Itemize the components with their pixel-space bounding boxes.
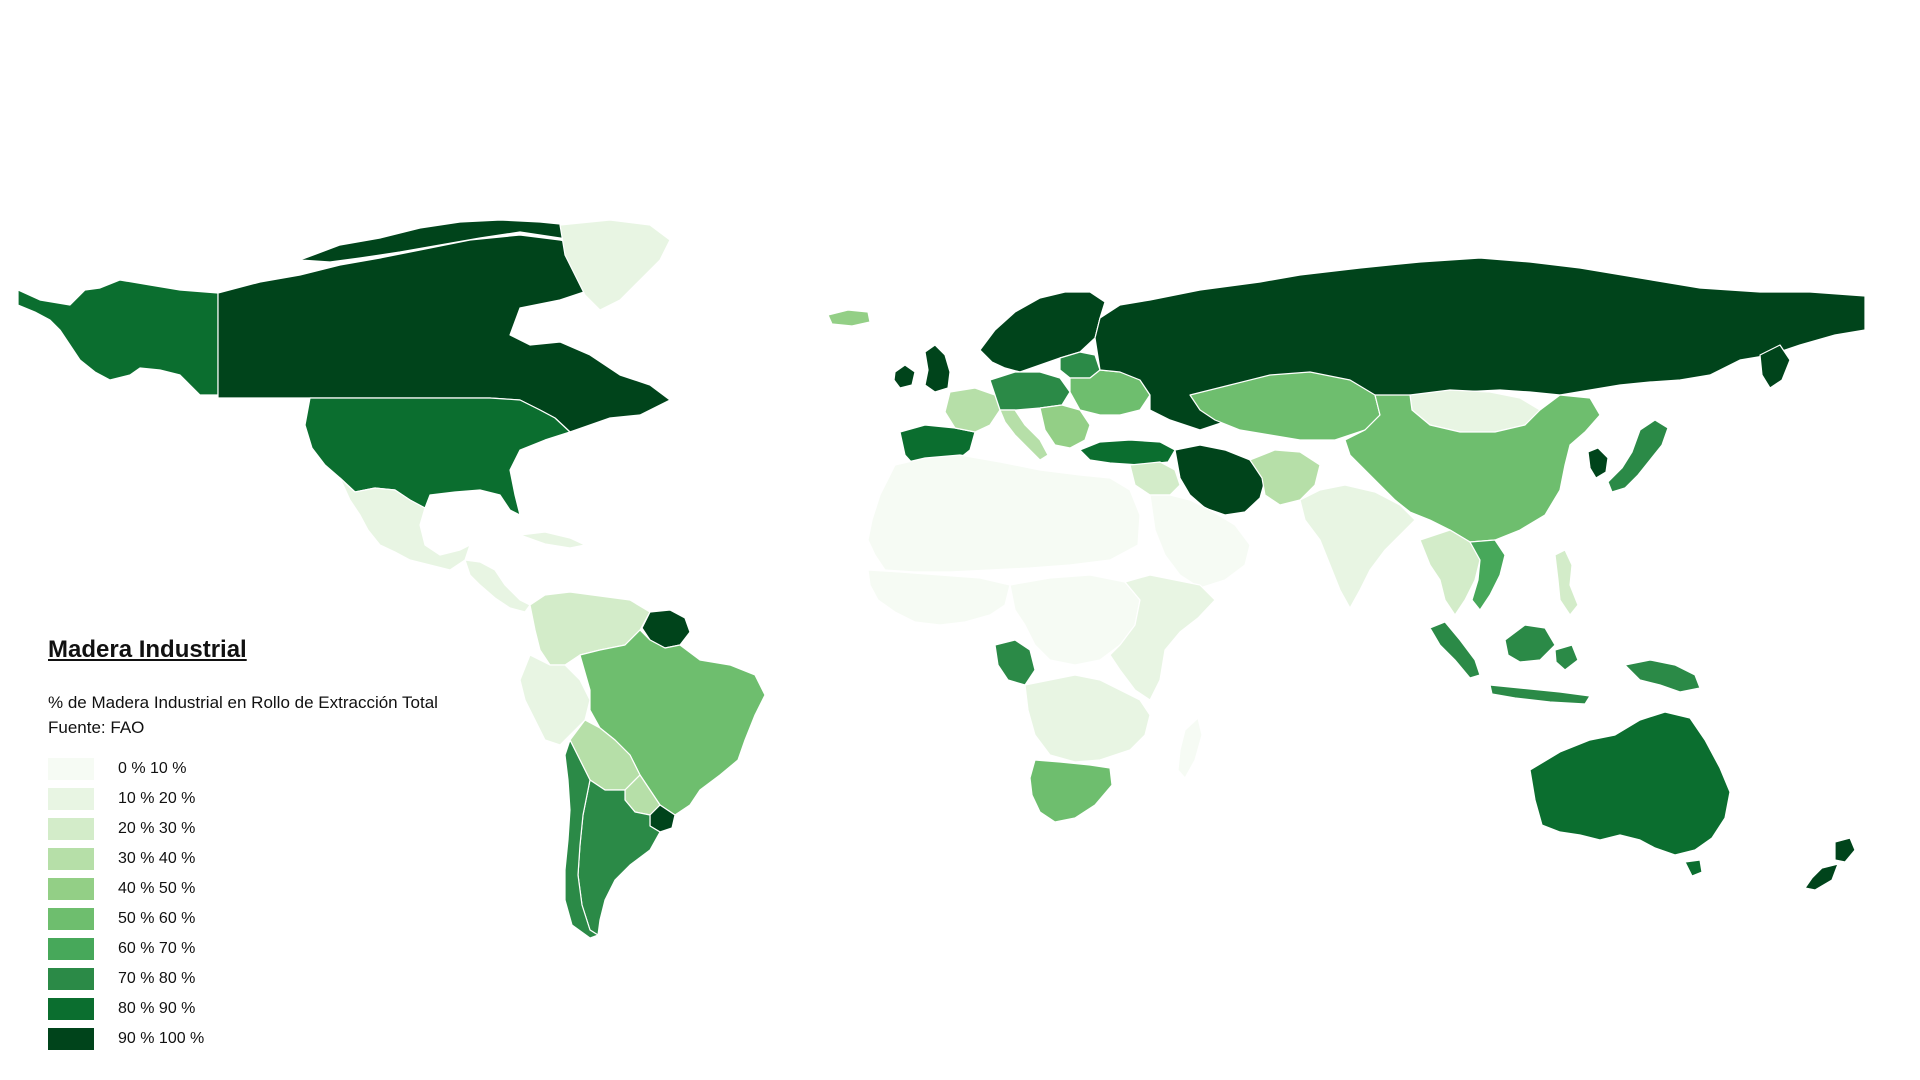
legend-swatch [48,908,94,930]
region-southeast-asia [1419,529,1481,616]
region-north-africa [867,454,1141,573]
region-usa [304,397,571,516]
legend-swatch [48,998,94,1020]
legend-list: 0 % 10 % 10 % 20 % 20 % 30 % 30 % 40 % 40 % … [48,754,438,1054]
region-malaysia-indonesia [1429,621,1591,705]
region-china [1344,394,1601,543]
legend-swatch [48,1028,94,1050]
legend-label: 70 % 80 % [118,970,196,987]
legend-item: 70 % 80 % [48,964,438,994]
region-caribbean [519,531,586,549]
legend-item: 60 % 70 % [48,934,438,964]
legend-label: 20 % 30 % [118,820,196,837]
legend-subtitle: % de Madera Industrial en Rollo de Extra… [48,693,438,712]
region-korea [1587,447,1609,479]
legend-swatch [48,818,94,840]
region-greenland [559,219,671,311]
region-ecuador-peru [519,654,591,746]
region-afghanistan-pakistan [1249,449,1321,506]
region-australia [1529,711,1731,856]
legend-item: 20 % 30 % [48,814,438,844]
region-central-africa [1009,574,1141,666]
region-middle-east [1129,461,1181,496]
region-iceland [827,309,871,327]
region-japan [1607,419,1669,493]
region-southern-africa [1024,674,1151,763]
region-uk-ireland [893,344,951,393]
legend-item: 90 % 100 % [48,1024,438,1054]
legend-swatch [48,878,94,900]
legend-label: 50 % 60 % [118,910,196,927]
legend: Madera Industrial % de Madera Industrial… [48,636,438,1054]
region-india [1299,484,1416,609]
region-iran [1174,444,1266,516]
legend-label: 60 % 70 % [118,940,196,957]
region-central-america [464,559,531,613]
region-italy [999,409,1049,461]
legend-item: 40 % 50 % [48,874,438,904]
region-vietnam [1469,539,1506,611]
legend-item: 0 % 10 % [48,754,438,784]
legend-swatch [48,968,94,990]
region-new-zealand [1804,837,1856,891]
legend-item: 50 % 60 % [48,904,438,934]
region-eastern-europe [1069,369,1151,416]
region-chile [564,739,599,939]
region-russia-kamchatka [1759,344,1791,389]
legend-swatch [48,788,94,810]
region-turkey [1079,439,1176,466]
legend-label: 90 % 100 % [118,1030,205,1047]
legend-title: Madera Industrial [48,636,247,663]
region-tasmania [1684,859,1703,877]
region-alaska [17,279,219,396]
legend-item: 80 % 90 % [48,994,438,1024]
legend-label: 10 % 20 % [118,790,196,807]
region-mexico [339,477,471,571]
region-central-europe [989,371,1071,411]
legend-item: 10 % 20 % [48,784,438,814]
region-png [1624,659,1701,693]
region-congo-gabon [994,639,1036,686]
region-philippines [1554,549,1579,616]
region-arabia [1149,494,1251,589]
region-south-africa [1029,759,1113,823]
legend-swatch [48,758,94,780]
legend-label: 30 % 40 % [118,850,196,867]
region-balkans [1039,404,1091,449]
region-france [944,387,1001,433]
region-west-africa [867,569,1011,626]
legend-swatch [48,848,94,870]
legend-label: 80 % 90 % [118,1000,196,1017]
region-madagascar [1177,717,1203,779]
legend-label: 40 % 50 % [118,880,196,897]
legend-swatch [48,938,94,960]
legend-label: 0 % 10 % [118,760,187,777]
region-east-africa [1109,574,1216,701]
legend-source: Fuente: FAO [48,718,145,737]
legend-item: 30 % 40 % [48,844,438,874]
